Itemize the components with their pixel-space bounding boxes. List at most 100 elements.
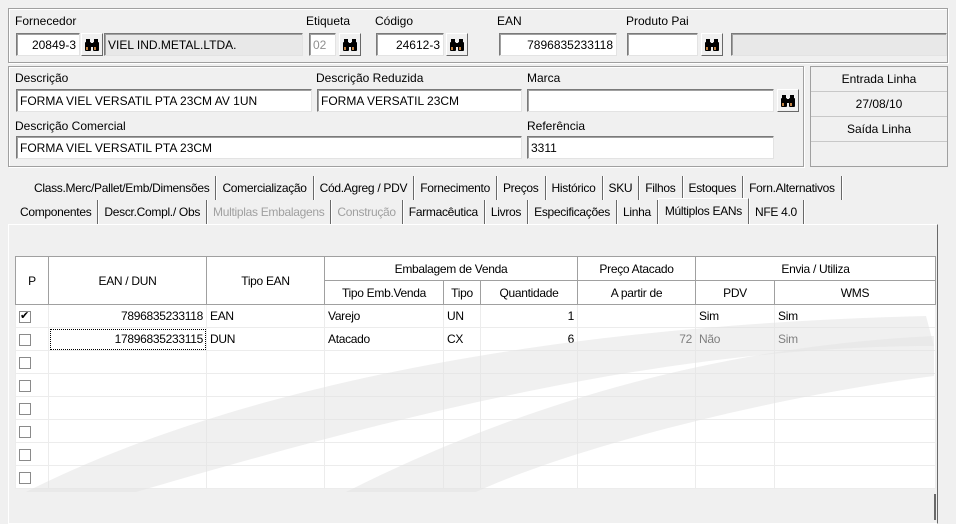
ean-cell[interactable] — [48, 465, 207, 489]
a-partir-cell[interactable]: 72 — [577, 327, 696, 351]
ean-cell[interactable]: 17896835233115 — [48, 327, 207, 351]
tipo-emb-cell[interactable]: Atacado — [324, 327, 444, 351]
tipo-emb-cell[interactable] — [324, 396, 444, 420]
quantidade-cell[interactable] — [480, 442, 578, 466]
wms-cell[interactable] — [774, 350, 936, 374]
wms-cell[interactable] — [774, 373, 936, 397]
a-partir-cell[interactable] — [577, 419, 696, 443]
tab-4[interactable]: Preços — [497, 176, 546, 200]
principal-checkbox[interactable] — [19, 425, 31, 438]
tab-row2-9[interactable]: NFE 4.0 — [749, 200, 804, 224]
tipo-cell[interactable] — [443, 396, 481, 420]
tab-5[interactable]: Histórico — [546, 176, 603, 200]
wms-cell[interactable] — [774, 396, 936, 420]
tipo-ean-cell[interactable]: EAN — [206, 304, 325, 328]
quantidade-cell[interactable] — [480, 465, 578, 489]
marca-input[interactable] — [527, 89, 774, 112]
marca-search-button[interactable] — [777, 89, 799, 112]
wms-cell[interactable]: Sim — [774, 327, 936, 351]
codigo-search-button[interactable] — [446, 33, 468, 56]
principal-checkbox[interactable] — [19, 356, 31, 369]
descricao-input[interactable]: FORMA VIEL VERSATIL PTA 23CM AV 1UN — [16, 89, 312, 112]
ean-input[interactable]: 7896835233118 — [499, 33, 617, 56]
tab-row2-1[interactable]: Descr.Compl./ Obs — [98, 200, 208, 224]
wms-cell[interactable]: Sim — [774, 304, 936, 328]
tab-8[interactable]: Estoques — [683, 176, 744, 200]
tab-3[interactable]: Fornecimento — [414, 176, 497, 200]
pdv-cell[interactable] — [695, 373, 775, 397]
header-wms[interactable]: WMS — [774, 280, 936, 305]
a-partir-cell[interactable] — [577, 396, 696, 420]
tab-row2-3[interactable]: Construção — [331, 200, 403, 224]
tab-0[interactable]: Class.Merc/Pallet/Emb/Dimensões — [28, 176, 217, 200]
produto-pai-input[interactable] — [627, 33, 698, 56]
tab-row2-5[interactable]: Livros — [485, 200, 529, 224]
ean-cell[interactable] — [48, 350, 207, 374]
ean-cell[interactable] — [48, 373, 207, 397]
principal-checkbox[interactable] — [19, 379, 31, 392]
etiqueta-search-button[interactable] — [339, 33, 361, 56]
wms-cell[interactable] — [774, 465, 936, 489]
tipo-emb-cell[interactable] — [324, 419, 444, 443]
table-row[interactable] — [15, 442, 936, 466]
quantidade-cell[interactable]: 6 — [480, 327, 578, 351]
tipo-ean-cell[interactable] — [206, 373, 325, 397]
table-row[interactable] — [15, 350, 936, 374]
header-p[interactable]: P — [15, 256, 49, 305]
tipo-cell[interactable]: UN — [443, 304, 481, 328]
tipo-ean-cell[interactable] — [206, 419, 325, 443]
principal-checkbox[interactable] — [19, 402, 31, 415]
tipo-cell[interactable] — [443, 442, 481, 466]
header-quantidade[interactable]: Quantidade — [480, 280, 578, 305]
fornecedor-code-input[interactable]: 20849-3 — [16, 33, 80, 56]
table-row[interactable]: 17896835233115 DUN Atacado CX 6 72 Não Sim — [15, 327, 936, 351]
tab-row2-0[interactable]: Componentes — [14, 200, 99, 224]
header-tipo[interactable]: Tipo — [443, 280, 481, 305]
table-row[interactable] — [15, 465, 936, 489]
tipo-cell[interactable]: CX — [443, 327, 481, 351]
codigo-input[interactable]: 24612-3 — [376, 33, 444, 56]
pdv-cell[interactable] — [695, 396, 775, 420]
header-a-partir-de[interactable]: A partir de — [577, 280, 696, 305]
tipo-ean-cell[interactable]: DUN — [206, 327, 325, 351]
quantidade-cell[interactable] — [480, 350, 578, 374]
table-row[interactable] — [15, 419, 936, 443]
a-partir-cell[interactable] — [577, 304, 696, 328]
ean-cell[interactable] — [48, 442, 207, 466]
tipo-emb-cell[interactable] — [324, 442, 444, 466]
principal-checkbox[interactable] — [19, 448, 31, 461]
tipo-ean-cell[interactable] — [206, 396, 325, 420]
tab-row2-8[interactable]: Múltiplos EANs — [657, 198, 749, 224]
tipo-ean-cell[interactable] — [206, 465, 325, 489]
tab-2[interactable]: Cód.Agreg / PDV — [314, 176, 415, 200]
descricao-comercial-input[interactable]: FORMA VIEL VERSATIL PTA 23CM — [16, 136, 522, 159]
a-partir-cell[interactable] — [577, 465, 696, 489]
ean-cell[interactable] — [48, 396, 207, 420]
principal-checkbox[interactable] — [19, 471, 31, 484]
table-row[interactable] — [15, 373, 936, 397]
wms-cell[interactable] — [774, 419, 936, 443]
quantidade-cell[interactable] — [480, 419, 578, 443]
principal-checkbox[interactable] — [19, 333, 31, 346]
tipo-cell[interactable] — [443, 465, 481, 489]
pdv-cell[interactable] — [695, 465, 775, 489]
tipo-cell[interactable] — [443, 350, 481, 374]
ean-cell[interactable] — [48, 419, 207, 443]
tab-9[interactable]: Forn.Alternativos — [743, 176, 842, 200]
tipo-cell[interactable] — [443, 419, 481, 443]
produto-pai-search-button[interactable] — [701, 33, 723, 56]
tab-row2-7[interactable]: Linha — [617, 200, 658, 224]
header-tipo-emb-venda[interactable]: Tipo Emb.Venda — [324, 280, 444, 305]
tab-row2-6[interactable]: Especificações — [528, 200, 617, 224]
a-partir-cell[interactable] — [577, 350, 696, 374]
fornecedor-search-button[interactable] — [81, 33, 103, 56]
etiqueta-input[interactable]: 02 — [309, 33, 336, 56]
tab-row2-2[interactable]: Multiplas Embalagens — [207, 200, 332, 224]
table-row[interactable] — [15, 396, 936, 420]
pdv-cell[interactable]: Sim — [695, 304, 775, 328]
quantidade-cell[interactable]: 1 — [480, 304, 578, 328]
wms-cell[interactable] — [774, 442, 936, 466]
tipo-emb-cell[interactable] — [324, 465, 444, 489]
tab-row2-4[interactable]: Farmacêutica — [403, 200, 485, 224]
tipo-ean-cell[interactable] — [206, 350, 325, 374]
